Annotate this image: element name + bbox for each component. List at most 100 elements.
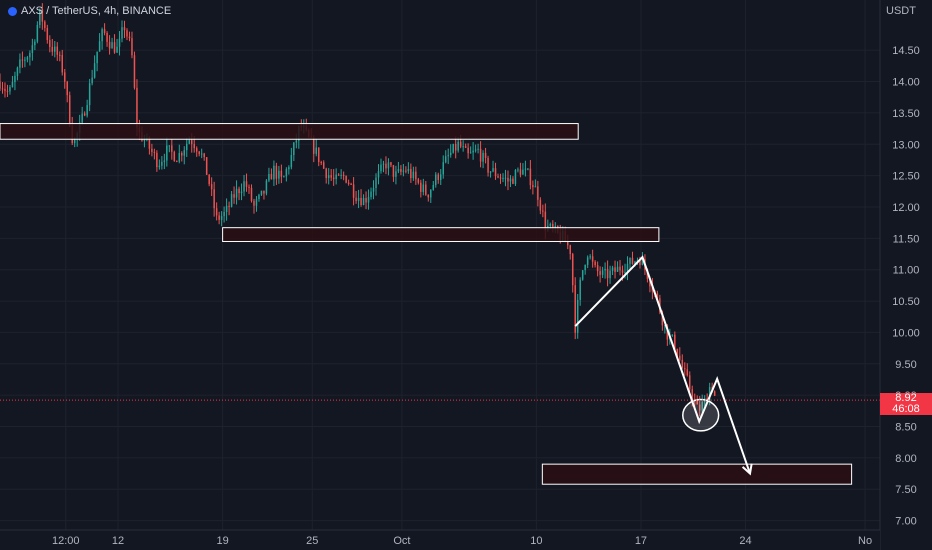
candle-body xyxy=(220,216,223,220)
candle-body xyxy=(631,257,634,264)
candle-body xyxy=(474,149,477,151)
candle-body xyxy=(614,267,616,272)
candle-body xyxy=(452,144,454,153)
candle-body xyxy=(352,184,355,198)
candle-body xyxy=(243,181,245,192)
candle-body xyxy=(544,211,547,231)
candle-body xyxy=(380,164,382,172)
candle-body xyxy=(39,8,41,25)
candle-body xyxy=(641,259,644,265)
candle-body xyxy=(447,155,449,157)
candle-body xyxy=(487,157,489,173)
time-axis-bg xyxy=(0,530,880,550)
price-tick-label: 10.00 xyxy=(892,327,920,339)
candle-body xyxy=(392,165,395,177)
candle-body xyxy=(68,95,71,126)
candle-body xyxy=(203,153,205,158)
candle-body xyxy=(158,165,161,168)
candle-body xyxy=(698,404,701,411)
price-tick-label: 14.50 xyxy=(892,45,920,57)
price-axis-bg xyxy=(880,0,932,550)
candle-body xyxy=(347,182,350,184)
candle-body xyxy=(280,170,283,177)
candle-body xyxy=(664,325,666,327)
candle-body xyxy=(295,140,298,143)
candle-body xyxy=(88,83,91,106)
candle-body xyxy=(288,167,290,170)
candle-body xyxy=(225,205,228,213)
candle-body xyxy=(176,161,178,163)
price-tick-label: 13.00 xyxy=(892,139,920,151)
candle-body xyxy=(472,150,474,153)
candle-body xyxy=(581,270,584,280)
candle-body xyxy=(21,59,24,61)
candle-body xyxy=(205,157,208,175)
candle-body xyxy=(417,179,420,183)
candle-body xyxy=(367,197,370,203)
candle-body xyxy=(156,152,158,168)
drawings-layer xyxy=(0,123,853,485)
candle-body xyxy=(34,41,36,46)
candle-body xyxy=(626,263,629,273)
candle-body xyxy=(270,173,273,180)
candle-body xyxy=(93,63,96,78)
candle-body xyxy=(26,57,29,60)
candle-body xyxy=(589,256,591,258)
candle-body xyxy=(459,141,462,147)
price-tick-label: 7.00 xyxy=(895,516,916,528)
candle-body xyxy=(255,199,258,206)
candle-body xyxy=(143,139,146,141)
candle-body xyxy=(484,152,487,158)
candle-body xyxy=(332,177,335,180)
candle-body xyxy=(522,169,524,175)
candle-body xyxy=(181,153,183,156)
zone-rectangle xyxy=(222,227,660,242)
candle-body xyxy=(574,285,576,333)
candle-body xyxy=(9,87,11,92)
price-axis[interactable]: 7.007.508.008.509.009.5010.0010.5011.001… xyxy=(879,0,932,550)
candle-body xyxy=(345,175,347,183)
time-axis[interactable]: 12:00 12 19 25 Oct 10 17 24 No xyxy=(0,529,880,550)
candle-body xyxy=(223,212,225,217)
candle-body xyxy=(315,147,317,154)
candle-body xyxy=(268,173,270,181)
candle-body xyxy=(430,189,432,198)
candle-body xyxy=(188,140,190,144)
candle-body xyxy=(313,137,315,154)
candle-body xyxy=(86,105,88,116)
candle-body xyxy=(713,391,716,396)
candle-body xyxy=(16,67,19,76)
candle-body xyxy=(166,145,168,161)
candle-body xyxy=(539,199,542,211)
currency-label: USDT xyxy=(886,5,916,17)
price-tick-label: 14.00 xyxy=(892,77,920,89)
candle-body xyxy=(621,270,624,273)
candle-body xyxy=(59,54,61,56)
candle-body xyxy=(265,180,268,194)
candle-body xyxy=(121,27,123,39)
candle-body xyxy=(679,355,681,360)
zone-rectangle xyxy=(541,463,853,485)
candle-body xyxy=(153,151,156,153)
candle-body xyxy=(519,169,522,175)
candle-body xyxy=(586,257,589,265)
candle-body xyxy=(61,55,64,73)
time-tick-label: 12 xyxy=(112,535,124,547)
candle-body xyxy=(198,151,200,154)
candle-body xyxy=(275,165,278,179)
candle-body xyxy=(283,176,285,178)
candle-body xyxy=(118,38,121,47)
symbol-header[interactable]: AXS / TetherUS, 4h, BINANCE xyxy=(8,5,171,17)
candle-body xyxy=(390,162,392,166)
price-tick-label: 9.50 xyxy=(895,359,916,371)
candle-body xyxy=(649,278,651,287)
time-tick-label: No xyxy=(858,535,872,547)
candle-body xyxy=(634,261,636,264)
arrowhead xyxy=(741,463,753,476)
candle-body xyxy=(148,137,151,149)
candle-body xyxy=(248,186,250,188)
zone-rectangle xyxy=(0,123,579,140)
price-tick-label: 7.50 xyxy=(895,484,916,496)
candle-body xyxy=(1,88,4,90)
